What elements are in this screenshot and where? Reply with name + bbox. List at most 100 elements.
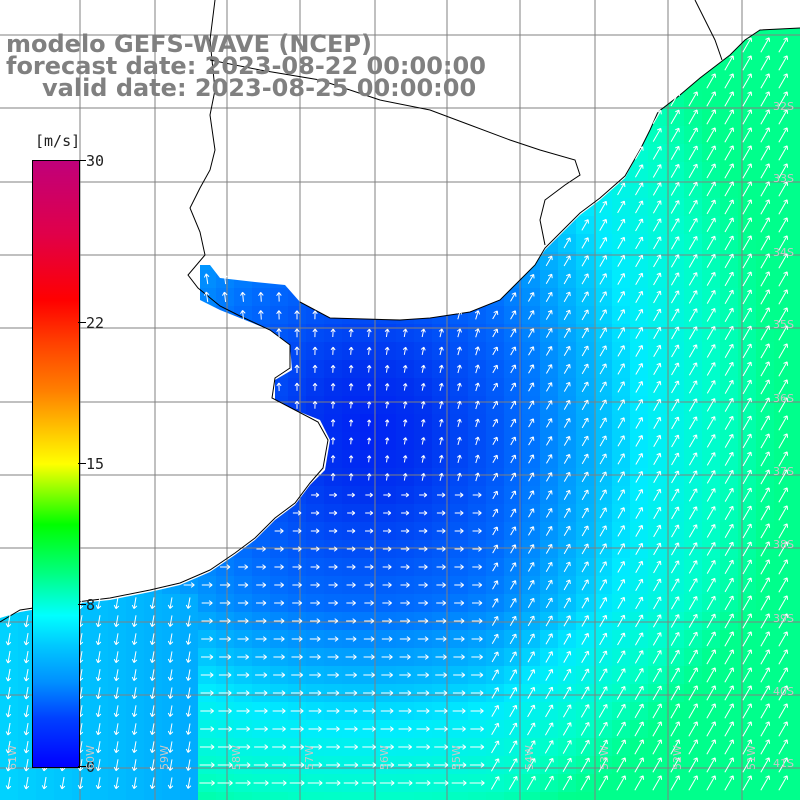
wind-arrow xyxy=(580,739,590,754)
wind-speed-cell xyxy=(648,486,667,505)
wind-arrow xyxy=(420,455,426,463)
wind-arrow xyxy=(706,271,716,286)
wind-arrow xyxy=(456,346,462,356)
wind-speed-cell xyxy=(486,360,505,379)
model-title: modelo GEFS-WAVE (NCEP) xyxy=(6,30,372,58)
wind-speed-cell xyxy=(378,414,397,433)
wind-speed-cell xyxy=(594,324,613,343)
wind-arrow xyxy=(599,561,607,573)
wind-arrow xyxy=(400,564,410,570)
wind-arrow xyxy=(402,383,408,391)
wind-arrow xyxy=(201,600,213,606)
wind-arrow xyxy=(563,597,571,609)
wind-speed-cell xyxy=(702,360,721,379)
wind-arrow xyxy=(760,613,771,629)
wind-arrow xyxy=(563,345,571,356)
wind-arrow xyxy=(778,595,789,611)
wind-speed-cell xyxy=(270,792,289,804)
wind-speed-cell xyxy=(684,378,703,397)
wind-arrow xyxy=(510,400,517,410)
wind-speed-cell xyxy=(774,360,793,379)
wind-arrow xyxy=(545,346,553,356)
wind-arrow xyxy=(23,704,30,718)
wind-arrow xyxy=(778,109,789,125)
wind-arrow xyxy=(544,722,554,736)
wind-arrow xyxy=(653,560,662,574)
wind-arrow xyxy=(778,685,789,701)
wind-speed-cell xyxy=(558,378,577,397)
wind-speed-cell xyxy=(684,90,703,109)
wind-arrow xyxy=(416,708,430,714)
wind-arrow xyxy=(760,649,771,665)
wind-arrow xyxy=(706,308,716,322)
wind-arrow xyxy=(688,416,698,430)
wind-arrow xyxy=(294,310,300,320)
wind-arrow xyxy=(688,775,699,791)
wind-arrow xyxy=(23,776,30,790)
wind-arrow xyxy=(470,744,485,750)
wind-arrow xyxy=(5,632,12,646)
wind-arrow xyxy=(760,505,771,521)
wind-speed-cell xyxy=(522,684,541,703)
wind-speed-cell xyxy=(792,720,800,739)
wind-arrow xyxy=(598,775,609,791)
wind-arrow xyxy=(345,690,358,696)
wind-arrow xyxy=(452,726,466,732)
wind-arrow xyxy=(492,598,499,608)
wind-speed-cell xyxy=(126,648,145,667)
wind-arrow xyxy=(456,310,463,320)
wind-arrow xyxy=(688,452,698,466)
wind-arrow xyxy=(346,546,356,552)
wind-speed-cell xyxy=(504,522,523,541)
wind-speed-cell xyxy=(612,792,631,804)
wind-speed-cell xyxy=(738,648,757,667)
wind-arrow xyxy=(545,255,553,267)
wind-arrow xyxy=(510,454,517,464)
wind-speed-cell xyxy=(792,432,800,451)
wind-arrow xyxy=(131,651,138,664)
wind-arrow xyxy=(688,145,698,161)
wind-arrow xyxy=(599,489,607,501)
wind-speed-cell xyxy=(684,432,703,451)
wind-speed-cell xyxy=(648,342,667,361)
wind-speed-cell xyxy=(450,378,469,397)
wind-arrow xyxy=(289,762,305,768)
wind-arrow xyxy=(635,254,644,268)
wind-arrow xyxy=(652,164,662,178)
wind-arrow xyxy=(563,435,571,446)
wind-arrow xyxy=(402,401,408,409)
wind-arrow xyxy=(454,528,464,534)
wind-speed-cell xyxy=(684,252,703,271)
wind-speed-cell xyxy=(756,54,775,73)
wind-arrow xyxy=(724,361,734,376)
wind-speed-cell xyxy=(306,342,325,361)
wind-arrow xyxy=(256,546,266,552)
wind-speed-cell xyxy=(612,666,631,685)
wind-arrow xyxy=(474,418,480,428)
wind-arrow xyxy=(237,600,249,606)
wind-speed-cell xyxy=(612,378,631,397)
wind-arrow xyxy=(546,382,553,392)
wind-arrow xyxy=(492,436,499,445)
wind-speed-cell xyxy=(342,414,361,433)
wind-arrow xyxy=(688,488,698,502)
wind-arrow xyxy=(95,777,102,790)
wind-speed-cell xyxy=(702,144,721,163)
wind-speed-cell xyxy=(630,180,649,199)
wind-arrow xyxy=(397,780,413,786)
wind-arrow xyxy=(778,289,789,305)
wind-speed-cell xyxy=(702,450,721,469)
wind-speed-cell xyxy=(558,486,577,505)
wind-arrow xyxy=(598,686,608,700)
wind-speed-cell xyxy=(774,198,793,217)
wind-arrow xyxy=(670,667,680,683)
wind-speed-cell xyxy=(468,468,487,487)
wind-speed-cell xyxy=(666,126,685,145)
wind-speed-cell xyxy=(702,684,721,703)
wind-speed-cell xyxy=(774,270,793,289)
wind-arrow xyxy=(653,416,662,429)
wind-arrow xyxy=(742,379,752,395)
wind-arrow xyxy=(545,633,553,645)
wind-speed-cell xyxy=(684,198,703,217)
